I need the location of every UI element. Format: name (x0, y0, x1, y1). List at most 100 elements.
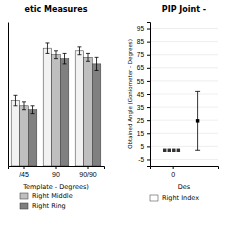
axis-line (147, 23, 151, 167)
bar (11, 101, 20, 166)
scatter-chart: 09585756555453525155-5PIP Joint -DesObta… (127, 5, 219, 202)
error-line (64, 53, 65, 63)
tick-label: 5 (140, 143, 144, 150)
tick: 90/90 (79, 166, 97, 178)
error-line (79, 47, 80, 55)
error-cap (195, 150, 200, 151)
tick-mark (173, 166, 174, 169)
tick-label: 90 (52, 171, 60, 178)
tick: 45 (137, 91, 150, 98)
error-line (24, 102, 25, 110)
error-line (88, 53, 89, 61)
tick: 0 (171, 166, 175, 178)
tick-mark (88, 166, 89, 169)
x-axis: /45 90 90/90 (9, 166, 105, 178)
bar (60, 59, 69, 166)
grid-line (150, 94, 218, 95)
axis-line (151, 167, 219, 170)
tick-mark (147, 107, 150, 108)
error-cap (95, 57, 99, 58)
tick-label: 45 (137, 91, 145, 98)
title: PIP Joint - (162, 5, 206, 14)
bar (52, 55, 61, 166)
tick-label: 25 (137, 117, 145, 124)
point (168, 149, 171, 152)
tick-mark (147, 94, 150, 95)
error-cap (45, 53, 49, 54)
error-cap (63, 63, 67, 64)
grid-line (150, 120, 218, 121)
grid-line (150, 107, 218, 108)
tick: 55 (137, 77, 150, 84)
x-axis: 0 (151, 166, 219, 178)
x-axis-title: Des (178, 183, 191, 191)
error-line (47, 43, 48, 53)
series (195, 91, 200, 150)
error-cap (86, 53, 90, 54)
tick: /45 (19, 166, 29, 178)
tick-mark (147, 68, 150, 69)
tick: 35 (137, 104, 150, 111)
tick: 95 (137, 25, 150, 32)
grid (150, 29, 218, 160)
bar (84, 57, 93, 166)
legend-swatch (150, 195, 158, 201)
y-axis: 95 85 75 65 55 45 35 25 15 5 -5 (137, 23, 151, 167)
tick-mark (147, 146, 150, 147)
error-cap (77, 46, 81, 47)
error-bar (45, 43, 49, 53)
point (172, 149, 175, 152)
error-bar (77, 47, 81, 55)
bar (28, 110, 37, 166)
tick-label: 15 (137, 130, 145, 137)
point (163, 149, 166, 152)
tick-label: 85 (137, 38, 145, 45)
error-line (56, 51, 57, 59)
error-cap (54, 50, 58, 51)
tick-label: 0 (171, 171, 175, 178)
tick-mark (147, 81, 150, 82)
error-cap (22, 109, 26, 110)
error-cap (95, 70, 99, 71)
grid-line (150, 146, 218, 147)
tick-mark (56, 166, 57, 169)
bar (20, 106, 29, 166)
tick: 90 (52, 166, 60, 178)
grid-line (150, 28, 218, 29)
legend: Right Index (150, 194, 199, 202)
error-cap (45, 42, 49, 43)
tick-mark (147, 133, 150, 134)
plot-area (163, 91, 200, 152)
grid-line (150, 54, 218, 55)
tick: -5 (138, 156, 150, 163)
annotation: Right Index (162, 194, 199, 202)
axis-line (9, 167, 105, 170)
error-cap (195, 91, 200, 92)
error-bar (22, 102, 26, 110)
legend-label: Right Ring (32, 202, 66, 210)
error-cap (13, 95, 17, 96)
tick: 65 (137, 64, 150, 71)
tick: 25 (137, 117, 150, 124)
tick: 15 (137, 130, 150, 137)
bar (92, 64, 101, 166)
legend-swatch (20, 193, 28, 199)
tick-label: 90/90 (79, 171, 97, 178)
grid-line (150, 41, 218, 42)
legend-label: Right Middle (32, 192, 73, 200)
tick-mark (24, 166, 25, 169)
point (177, 149, 180, 152)
error-cap (31, 105, 35, 106)
tick-label: 65 (137, 64, 145, 71)
tick-label: /45 (19, 171, 29, 178)
error-cap (31, 113, 35, 114)
x-axis-title: Template - Degrees) (22, 183, 89, 191)
legend: Right Middle Right Ring (20, 192, 73, 210)
tick: 5 (140, 143, 150, 150)
tick-mark (147, 120, 150, 121)
tick-mark (147, 29, 150, 30)
tick-label: 75 (137, 51, 145, 58)
bar (75, 51, 84, 166)
error-cap (86, 61, 90, 62)
tick-mark (147, 42, 150, 43)
